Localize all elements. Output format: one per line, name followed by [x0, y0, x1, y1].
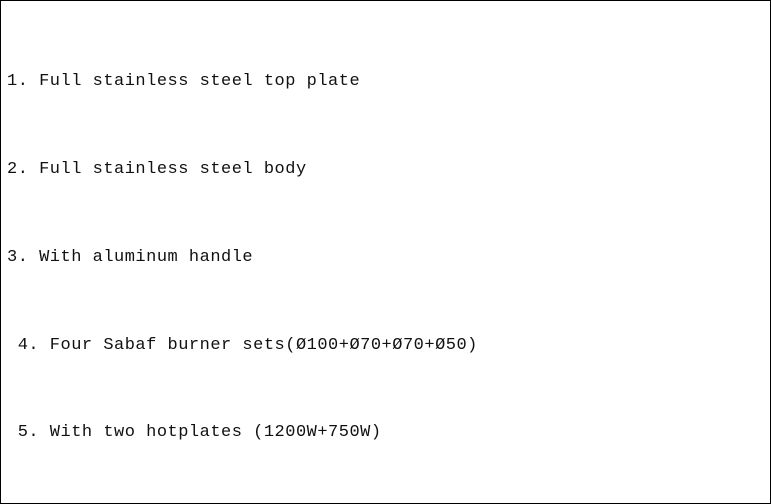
- spec-sheet: 1. Full stainless steel top plate 2. Ful…: [0, 0, 771, 504]
- spec-line-1: 1. Full stainless steel top plate: [7, 67, 764, 96]
- spec-line-3: 3. With aluminum handle: [7, 243, 764, 272]
- spec-line-5: 5. With two hotplates (1200W+750W): [7, 418, 764, 447]
- spec-line-2: 2. Full stainless steel body: [7, 155, 764, 184]
- spec-line-4: 4. Four Sabaf burner sets(Ø100+Ø70+Ø70+Ø…: [7, 331, 764, 360]
